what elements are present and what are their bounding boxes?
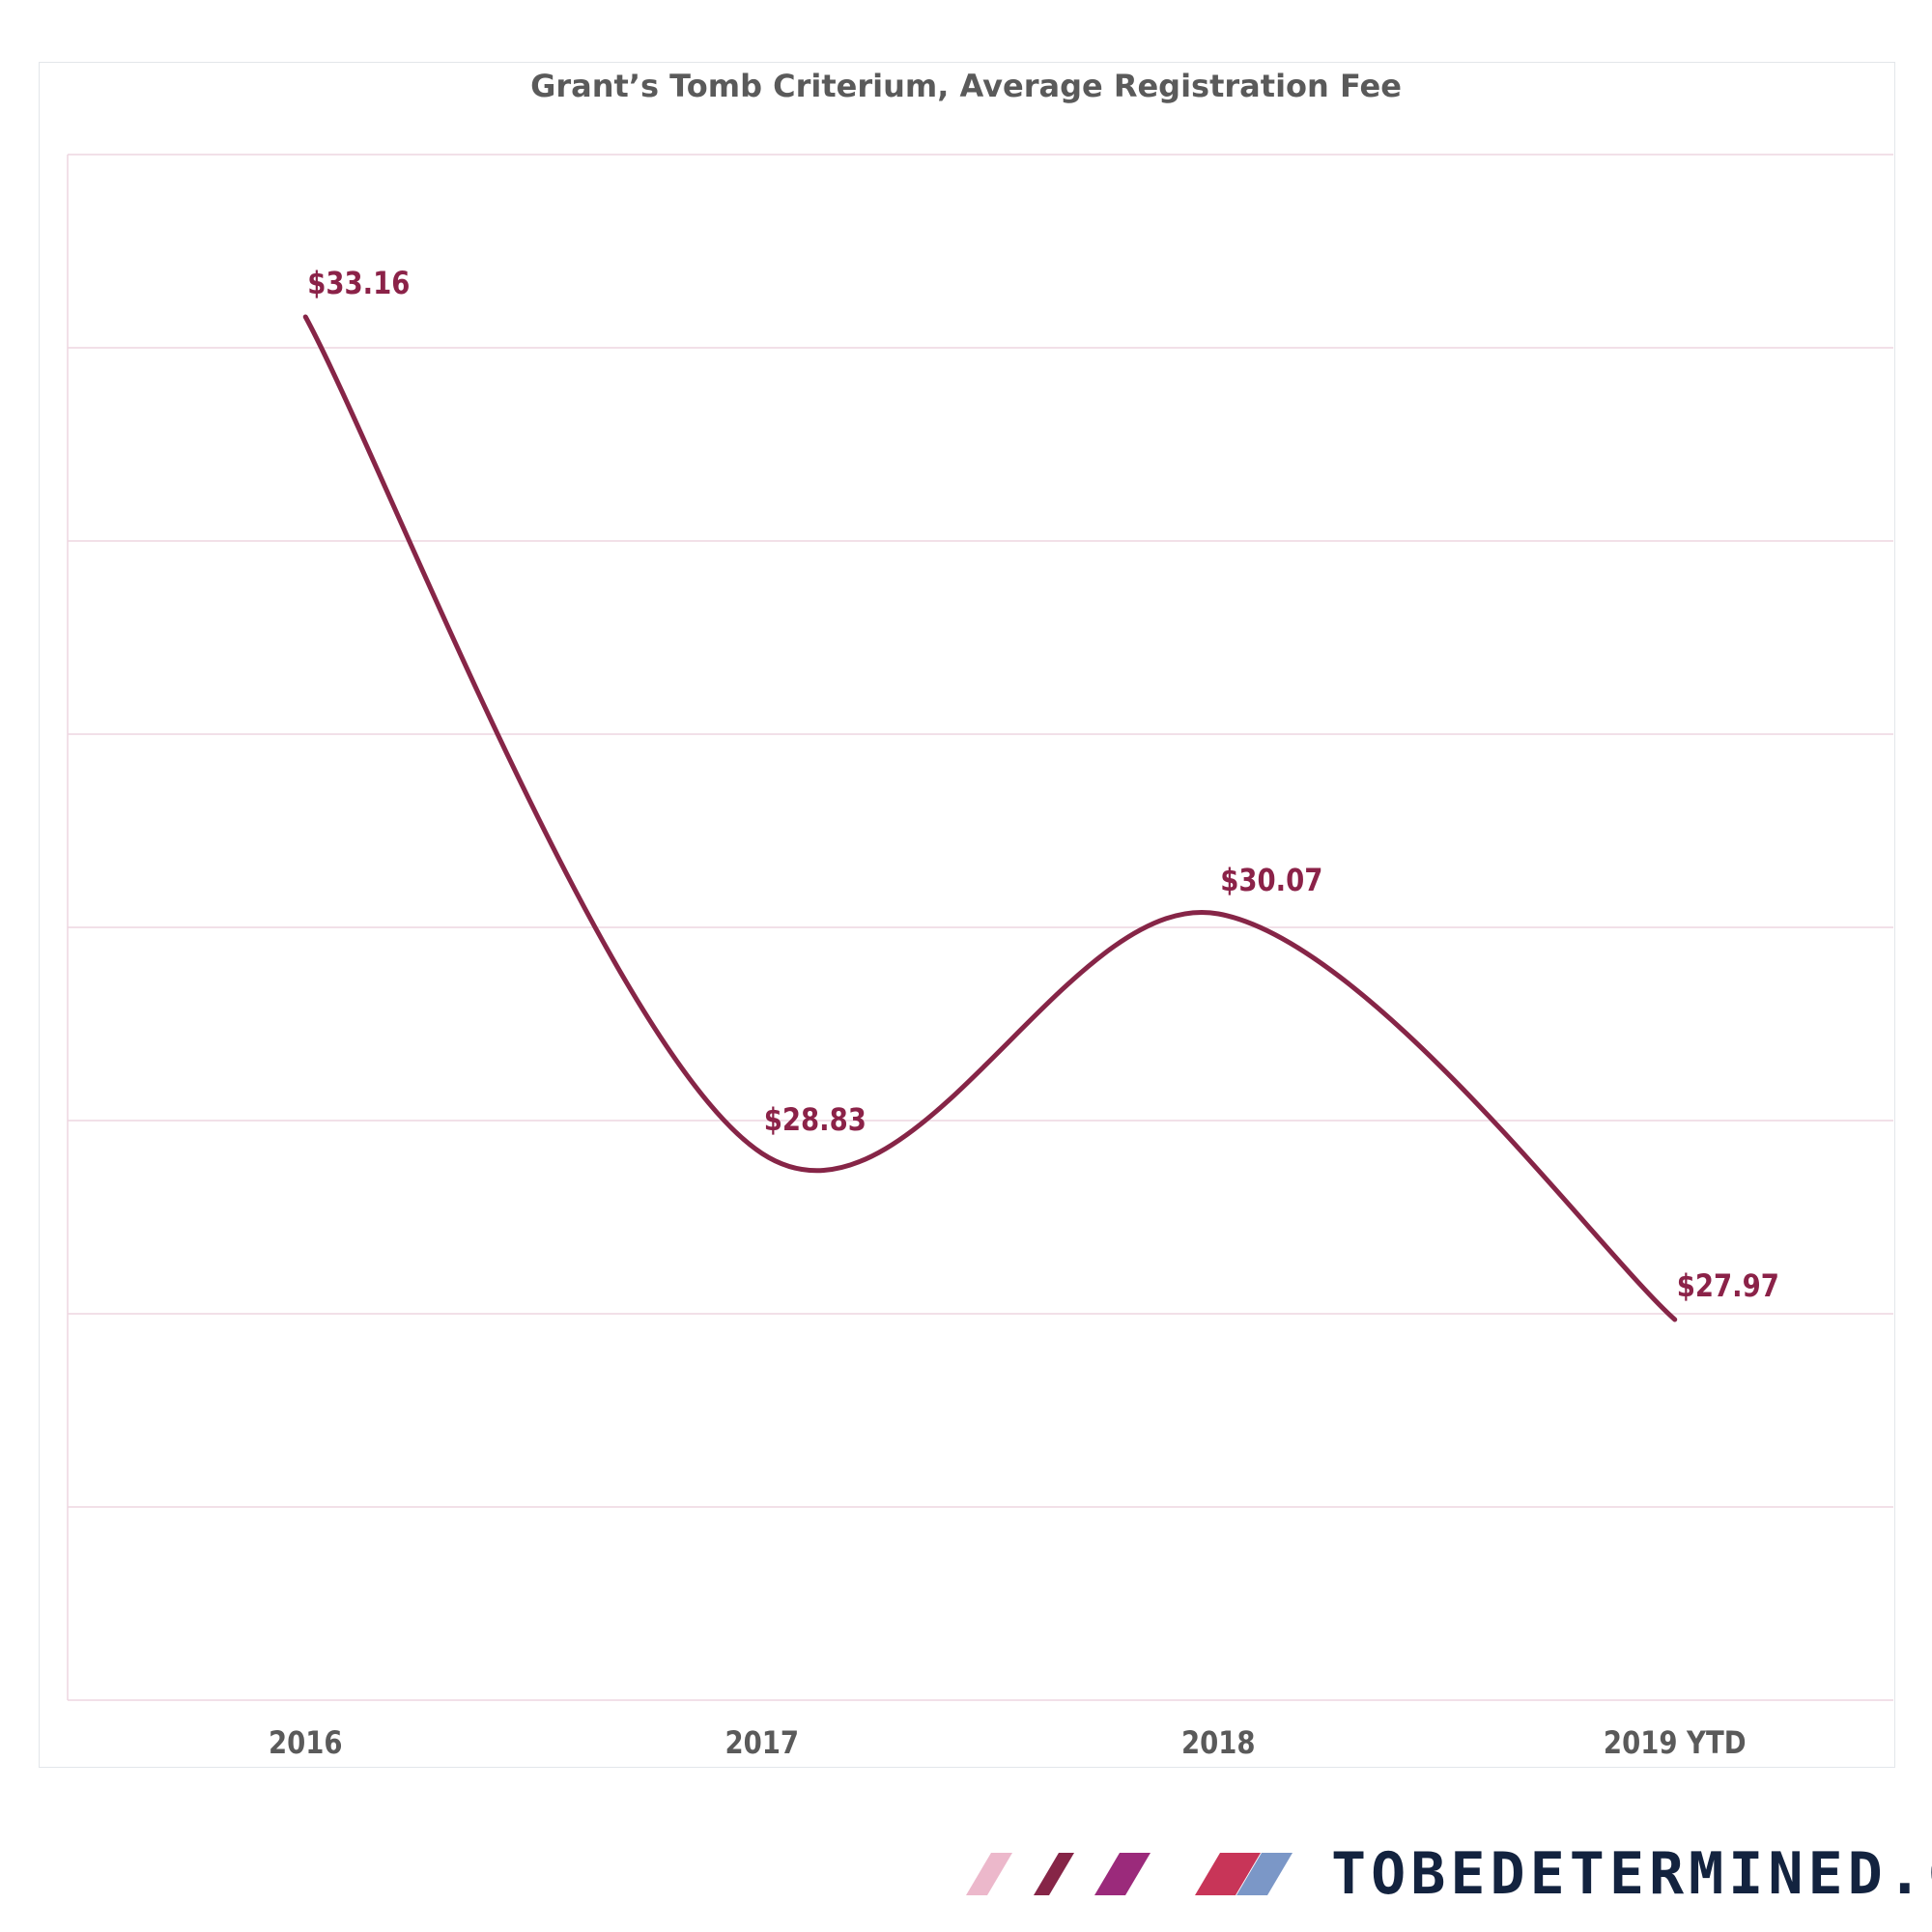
data-point <box>302 314 308 320</box>
x-tick-label: 2018 <box>1181 1725 1256 1762</box>
chart-frame <box>39 62 1895 1768</box>
x-axis-ticks: 2016 2017 2018 2019 YTD <box>269 1725 1747 1762</box>
x-tick-label: 2019 YTD <box>1604 1725 1747 1762</box>
data-label: $27.97 <box>1677 1268 1779 1305</box>
data-point <box>1215 911 1221 917</box>
data-point <box>759 1151 765 1156</box>
brand-stripe <box>1195 1853 1261 1895</box>
data-point <box>1672 1317 1678 1322</box>
chart-title: Grant’s Tomb Criterium, Average Registra… <box>530 68 1402 104</box>
data-label: $30.07 <box>1220 863 1322 899</box>
brand-wordmark: TOBEDETERMINED.CC <box>1331 1840 1932 1908</box>
data-label: $28.83 <box>764 1102 867 1139</box>
brand-stripe <box>1034 1853 1074 1895</box>
brand-stripe <box>966 1853 1012 1895</box>
series-line <box>302 314 1678 1322</box>
x-tick-label: 2017 <box>724 1725 799 1762</box>
brand-footer: TOBEDETERMINED.CC <box>956 1845 1932 1903</box>
brand-stripe <box>1236 1853 1293 1895</box>
x-tick-label: 2016 <box>269 1725 343 1762</box>
data-labels: $33.16 $28.83 $30.07 $27.97 <box>302 266 1779 1322</box>
series-line-layer <box>302 314 1678 1322</box>
brand-stripes-icon <box>966 1853 1293 1895</box>
brand-stripe <box>1094 1853 1151 1895</box>
gridlines <box>67 154 1893 1701</box>
data-label: $33.16 <box>307 266 410 302</box>
